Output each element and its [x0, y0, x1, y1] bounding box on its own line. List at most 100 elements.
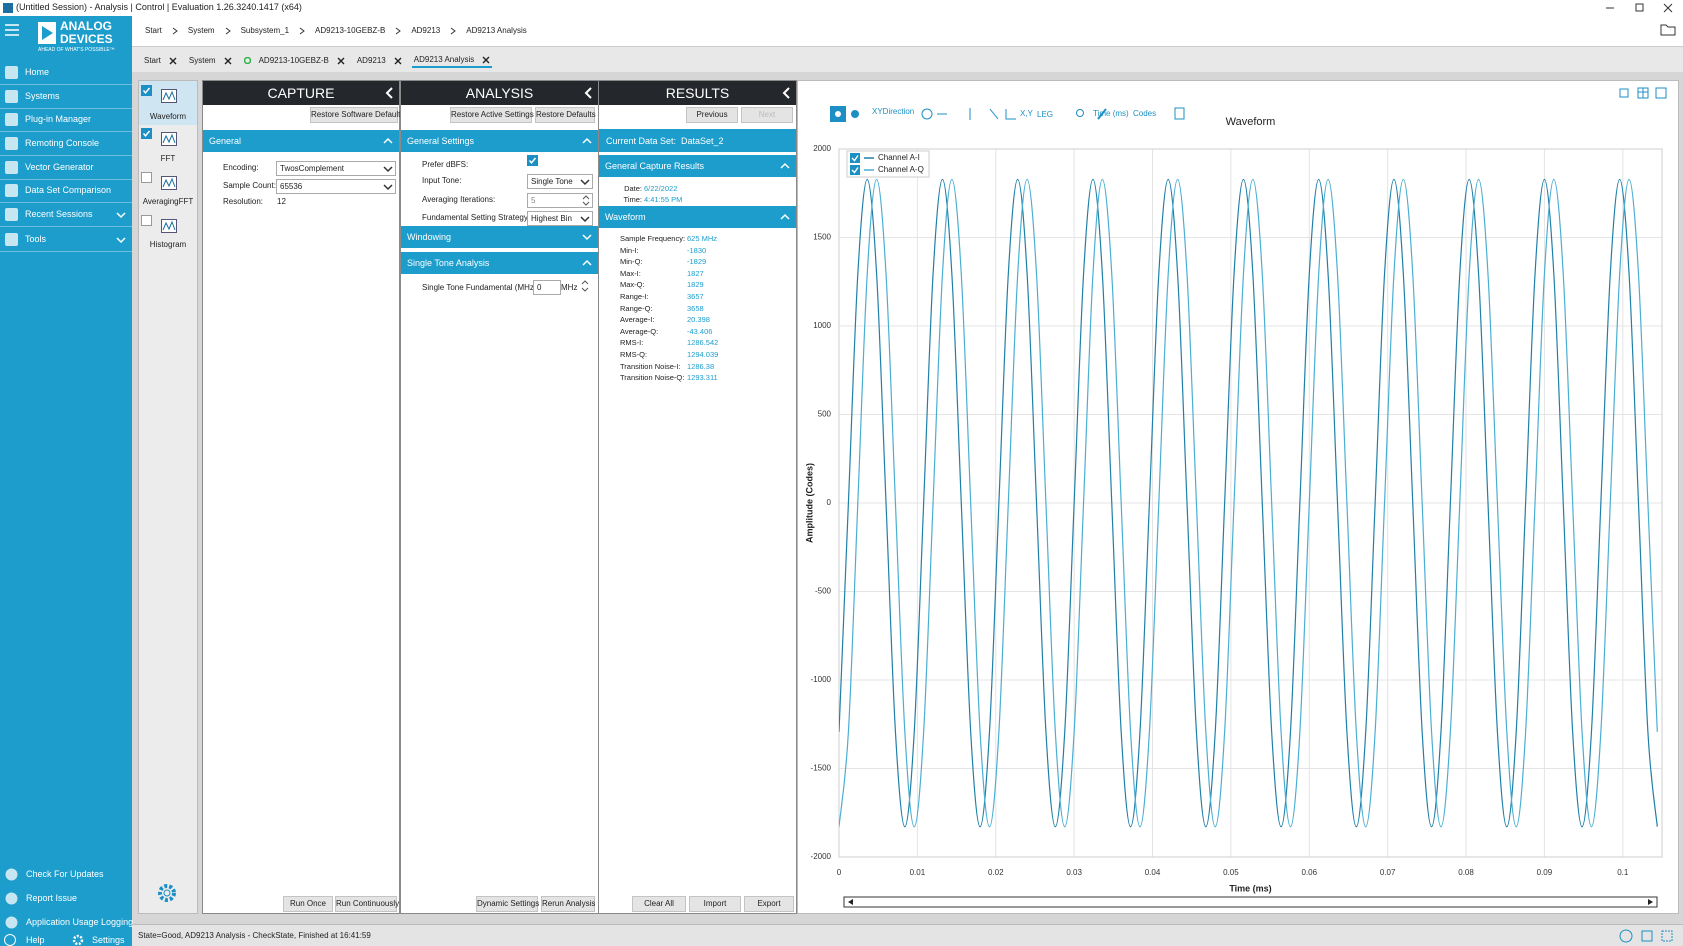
- field-label: Min-Q:: [620, 257, 643, 267]
- breadcrumb-item[interactable]: AD9213-10GEBZ-B: [315, 26, 386, 35]
- sidebar-item[interactable]: Application Usage Logging: [0, 912, 133, 934]
- shape: [224, 57, 232, 64]
- button[interactable]: Restore Defaults: [535, 107, 596, 123]
- checkbox: [141, 215, 152, 226]
- caret: [116, 212, 126, 219]
- logo-tagline: AHEAD OF WHAT'S POSSIBLE™: [38, 47, 115, 53]
- sidebar-item[interactable]: Plug-in Manager: [0, 108, 132, 132]
- shape: [1635, 3, 1644, 12]
- item-label: Check For Updates: [26, 869, 104, 879]
- field-label: RMS-Q:: [620, 350, 648, 359]
- spinner: [582, 195, 590, 206]
- sidebar-item[interactable]: Check For Updates: [0, 864, 132, 886]
- input-box[interactable]: 0: [533, 280, 561, 295]
- button[interactable]: Rerun Analysis: [541, 896, 595, 912]
- shape: [1660, 24, 1676, 36]
- section-header[interactable]: General Settings: [401, 130, 598, 152]
- shape: [5, 233, 18, 246]
- item-icon: [5, 66, 18, 79]
- tab[interactable]: AD9213-10GEBZ-B: [242, 54, 347, 67]
- help-icon: [4, 934, 16, 946]
- breadcrumb-item[interactable]: Subsystem_1: [240, 26, 290, 35]
- legend-label: Channel A-I: [878, 153, 920, 162]
- settings-button[interactable]: Settings: [70, 934, 132, 946]
- shape: [5, 137, 18, 150]
- tab[interactable]: Start: [142, 54, 179, 67]
- section-header[interactable]: General: [203, 130, 399, 152]
- toolbar-button[interactable]: LEG: [1037, 110, 1054, 119]
- breadcrumb-item[interactable]: Start: [145, 26, 162, 35]
- input-box[interactable]: 65536: [276, 179, 396, 194]
- shape: [383, 137, 393, 144]
- caret: [780, 213, 790, 220]
- button[interactable]: Run Once: [283, 896, 333, 912]
- button[interactable]: Restore Active Settings: [450, 107, 534, 123]
- breadcrumb-item[interactable]: AD9213 Analysis: [466, 26, 527, 35]
- sidebar-item[interactable]: Remoting Console: [0, 132, 132, 156]
- chevron: [450, 27, 457, 34]
- status-icons: [1619, 929, 1673, 943]
- sidebar-item[interactable]: Tools: [0, 228, 132, 252]
- chevron: [225, 27, 231, 34]
- section-title: Waveform: [605, 212, 646, 222]
- section-title: General Settings: [407, 136, 475, 146]
- shape: [582, 234, 592, 241]
- button[interactable]: Next: [741, 107, 793, 123]
- y-tick-label: -500: [815, 587, 832, 596]
- caret: [116, 237, 126, 244]
- item-label: Recent Sessions: [25, 209, 93, 219]
- view-label[interactable]: AveragingFFT: [142, 197, 194, 206]
- caret: [580, 216, 590, 223]
- shape: [243, 57, 251, 64]
- toolbar-button[interactable]: X,Y: [1020, 109, 1033, 118]
- toolbar-button[interactable]: XYDirection: [872, 107, 915, 116]
- caret: [582, 234, 592, 241]
- toolbar-button[interactable]: Codes: [1133, 109, 1157, 118]
- shape: [161, 176, 177, 190]
- button[interactable]: Export: [744, 896, 794, 912]
- section-header[interactable]: Windowing: [401, 226, 598, 248]
- view-label[interactable]: FFT: [160, 154, 176, 163]
- input-box[interactable]: Highest Bin: [527, 211, 593, 226]
- logo-mark: [38, 22, 56, 44]
- y-axis-label: Amplitude (Codes): [804, 463, 814, 543]
- sidebar-item[interactable]: Report Issue: [0, 888, 132, 910]
- tab[interactable]: AD9213 Analysis: [411, 53, 493, 68]
- button[interactable]: Previous: [686, 107, 738, 123]
- tab[interactable]: AD9213: [355, 54, 404, 67]
- help-button[interactable]: Help: [0, 934, 60, 946]
- item-icon: [5, 208, 18, 221]
- shape: [780, 213, 790, 220]
- sidebar-item[interactable]: Data Set Comparison: [0, 179, 132, 203]
- tab[interactable]: System: [187, 54, 234, 67]
- shape: [450, 27, 457, 34]
- button[interactable]: Run Continuously: [335, 896, 399, 912]
- sidebar-item[interactable]: Home: [0, 61, 132, 85]
- section-header[interactable]: Single Tone Analysis: [401, 252, 598, 274]
- input-box[interactable]: 5: [527, 193, 593, 208]
- input-box[interactable]: Single Tone: [527, 174, 593, 189]
- breadcrumb-item[interactable]: AD9213: [411, 26, 441, 35]
- button[interactable]: Clear All: [632, 896, 686, 912]
- button[interactable]: Dynamic Settings: [476, 896, 539, 912]
- sidebar-item[interactable]: Recent Sessions: [0, 203, 132, 227]
- menu-icon: [5, 24, 19, 36]
- section-header[interactable]: General Capture Results: [599, 155, 796, 177]
- shape: [1655, 87, 1667, 99]
- view-label[interactable]: Waveform: [149, 112, 187, 121]
- shape: [394, 57, 402, 64]
- shape: [172, 27, 178, 34]
- button[interactable]: Import: [689, 896, 741, 912]
- sidebar-item[interactable]: Vector Generator: [0, 156, 132, 180]
- toolbar-button[interactable]: Time (ms): [1093, 109, 1129, 118]
- shape: [141, 215, 152, 226]
- breadcrumb-item[interactable]: System: [187, 26, 215, 35]
- section-header[interactable]: Waveform: [599, 206, 796, 228]
- chevron: [299, 27, 305, 34]
- button[interactable]: Restore Software Defaults: [310, 107, 404, 123]
- panel: CAPTURE Restore Software Defaults General E…: [202, 80, 404, 914]
- input-box[interactable]: TwosComplement: [276, 161, 396, 176]
- caret: [383, 166, 393, 173]
- view-label[interactable]: Histogram: [149, 240, 187, 249]
- sidebar-item[interactable]: Systems: [0, 85, 132, 109]
